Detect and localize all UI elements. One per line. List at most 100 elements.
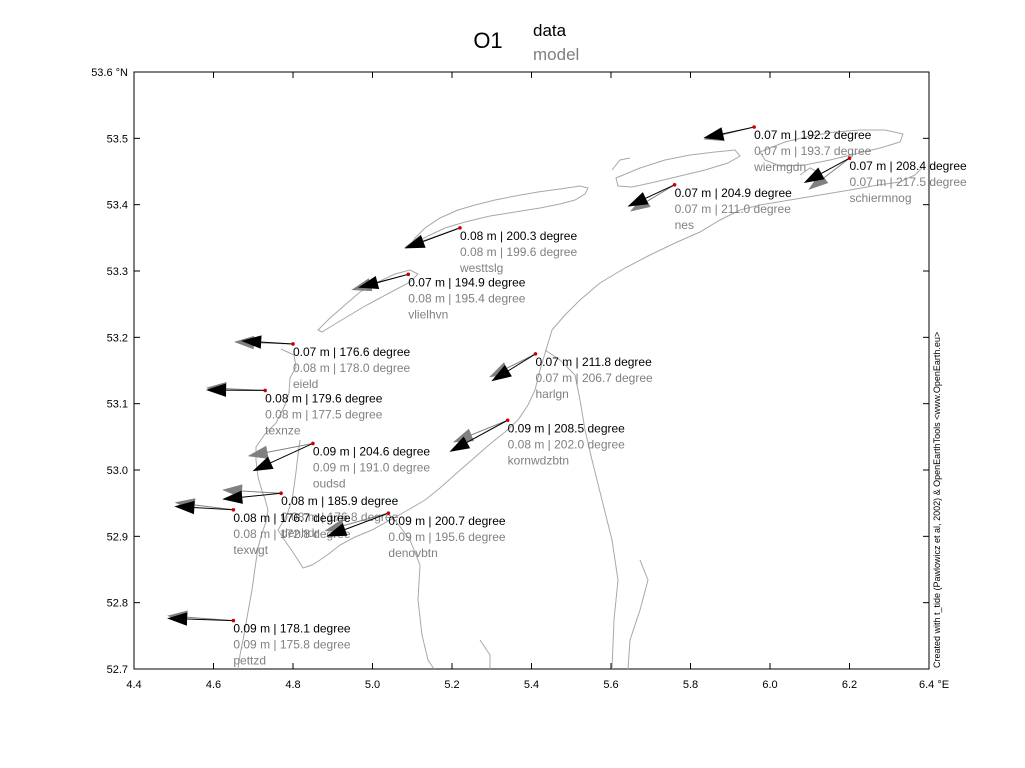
station-wiermgdn: 0.07 m | 192.2 degree 0.07 m | 193.7 degr… [703, 125, 872, 174]
model-arrow [247, 442, 313, 459]
y-tick-label: 52.7 [107, 664, 128, 676]
station-model-label: 0.08 m | 195.4 degree [408, 291, 526, 305]
data-arrow [803, 157, 850, 183]
y-tick-label: 53.3 [107, 266, 128, 278]
x-tick-label: 4.6 [206, 679, 221, 691]
x-tick-label: 4.8 [285, 679, 300, 691]
station-pettzd: 0.09 m | 178.1 degree 0.09 m | 175.8 degr… [167, 610, 351, 668]
station-name-label: eield [293, 377, 318, 391]
station-model-label: 0.08 m | 177.5 degree [265, 407, 383, 421]
station-model-label: 0.09 m | 195.6 degree [388, 530, 506, 544]
x-axis: 4.4 4.6 4.8 5.0 5.2 5.4 5.6 5.8 6.0 6.2 6.4 °E [126, 72, 949, 691]
y-tick-label: 53.2 [107, 332, 128, 344]
station-data-label: 0.09 m | 208.5 degree [508, 421, 626, 435]
legend-model-label: model [533, 45, 579, 64]
station-name-label: oudsd [313, 476, 346, 490]
y-tick-label: 53.0 [107, 465, 128, 477]
station-name-label: vlielhvn [408, 307, 448, 321]
station-data-label: 0.08 m | 179.6 degree [265, 391, 383, 405]
data-arrow [358, 273, 409, 289]
data-arrow [404, 227, 461, 249]
data-arrow [627, 184, 675, 207]
plot-frame [133, 71, 930, 670]
data-arrow [491, 353, 536, 382]
x-tick-label: 5.8 [683, 679, 698, 691]
station-name-label: texnze [265, 423, 301, 437]
station-kornwdzbtn: 0.09 m | 208.5 degree 0.08 m | 202.0 degr… [449, 418, 626, 467]
x-tick-label: 6.0 [762, 679, 777, 691]
data-arrow [241, 335, 294, 349]
x-tick-label: 6.4 °E [919, 679, 949, 691]
x-tick-label: 4.4 [126, 679, 141, 691]
y-axis: 52.7 52.8 52.9 53.0 53.1 53.2 53.3 53.4 53.5 53.6… [91, 67, 929, 676]
x-tick-label: 5.2 [444, 679, 459, 691]
station-name-label: kornwdzbtn [508, 453, 569, 467]
y-tick-label: 53.1 [107, 399, 128, 411]
chart-title: O1 [473, 28, 502, 53]
station-marker [847, 156, 852, 161]
station-marker [231, 508, 236, 512]
station-oudsd: 0.09 m | 204.6 degree 0.09 m | 191.0 degr… [247, 441, 431, 490]
legend-data-label: data [533, 21, 567, 40]
coastline [237, 129, 923, 669]
station-name-label: denovbtn [388, 546, 437, 560]
station-name-label: westtslg [459, 261, 503, 275]
coastline-terschelling [409, 185, 589, 247]
station-model-label: 0.08 m | 202.0 degree [508, 437, 626, 451]
station-data-label: 0.08 m | 200.3 degree [460, 229, 578, 243]
y-tick-label: 53.6 °N [91, 67, 128, 79]
station-model-label: 0.07 m | 206.7 degree [535, 371, 653, 385]
station-marker [458, 226, 462, 230]
station-data-label: 0.08 m | 176.7 degree [233, 511, 351, 525]
station-name-label: pettzd [233, 654, 266, 668]
station-eield: 0.07 m | 176.6 degree 0.08 m | 178.0 degr… [233, 335, 411, 391]
station-marker [505, 418, 510, 423]
station-model-label: 0.09 m | 191.0 degree [313, 460, 431, 474]
x-tick-label: 5.6 [603, 679, 618, 691]
station-texwgt: 0.08 m | 176.7 degree 0.08 m | 172.8 degr… [174, 498, 351, 557]
coastline-schiermonnikoog [759, 129, 904, 167]
y-tick-label: 52.9 [107, 531, 128, 543]
coastline-north-holland [277, 167, 923, 569]
station-marker [311, 441, 315, 446]
station-data-label: 0.07 m | 204.9 degree [675, 186, 793, 200]
data-arrow [205, 383, 266, 397]
data-arrow [252, 443, 314, 472]
station-marker [752, 125, 756, 129]
station-westtslg: 0.08 m | 200.3 degree 0.08 m | 199.6 degr… [404, 226, 578, 275]
station-texnze: 0.08 m | 179.6 degree 0.08 m | 177.5 degr… [205, 382, 383, 437]
y-tick-label: 53.5 [107, 133, 128, 145]
station-vlielhvn: 0.07 m | 194.9 degree 0.08 m | 195.4 degr… [351, 272, 526, 321]
y-tick-label: 52.8 [107, 598, 128, 610]
station-marker [533, 352, 538, 356]
station-name-label: texwgt [233, 543, 268, 557]
station-name-label: denhdr [281, 526, 318, 540]
data-arrow [222, 490, 282, 504]
x-tick-label: 6.2 [842, 679, 857, 691]
station-data-label: 0.07 m | 194.9 degree [408, 275, 526, 289]
x-tick-label: 5.4 [524, 679, 539, 691]
coastline-texel [237, 348, 297, 669]
station-model-label: 0.07 m | 193.7 degree [754, 144, 872, 158]
coastline-vlieland [317, 269, 419, 333]
station-name-label: harlgn [535, 387, 568, 401]
station-data-label: 0.09 m | 204.6 degree [313, 444, 431, 458]
station-layer: 0.07 m | 192.2 degree 0.07 m | 193.7 degr… [167, 125, 968, 668]
y-tick-label: 53.4 [107, 200, 128, 212]
station-data-label: 0.07 m | 211.8 degree [535, 355, 652, 369]
station-marker [406, 272, 411, 277]
station-marker [263, 388, 267, 393]
station-name-label: nes [675, 218, 694, 232]
data-arrow [326, 512, 389, 537]
station-data-label: 0.08 m | 185.9 degree [281, 494, 399, 508]
station-data-label: 0.07 m | 208.4 degree [850, 159, 968, 173]
station-denovbtn: 0.09 m | 200.7 degree 0.09 m | 195.6 degr… [324, 511, 506, 560]
station-data-label: 0.09 m | 200.7 degree [388, 514, 506, 528]
station-name-label: schiermnog [850, 191, 912, 205]
station-model-label: 0.08 m | 199.6 degree [460, 245, 578, 259]
station-marker [279, 491, 283, 496]
data-arrow [174, 500, 234, 515]
station-harlgn: 0.07 m | 211.8 degree 0.07 m | 206.7 degr… [489, 352, 653, 401]
station-model-label: 0.07 m | 217.5 degree [850, 175, 968, 189]
